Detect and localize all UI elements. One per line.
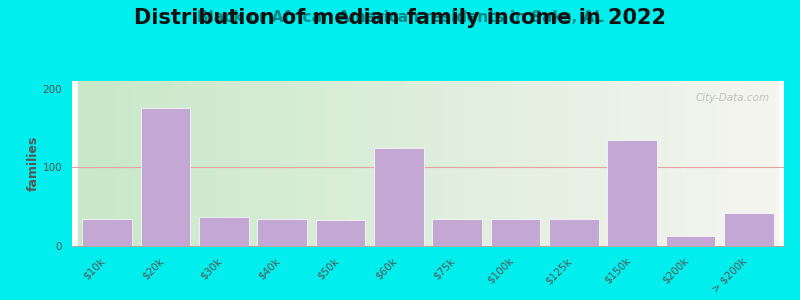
- Bar: [258, 218, 307, 246]
- Text: Black or African American residents in Saks, AL: Black or African American residents in S…: [197, 11, 603, 26]
- Bar: [549, 218, 598, 246]
- Bar: [490, 218, 540, 246]
- Bar: [374, 148, 424, 246]
- Text: Distribution of median family income in 2022: Distribution of median family income in …: [134, 8, 666, 28]
- Bar: [666, 236, 715, 246]
- Text: City-Data.com: City-Data.com: [696, 92, 770, 103]
- Y-axis label: families: families: [27, 136, 40, 191]
- Bar: [82, 218, 132, 246]
- Bar: [432, 218, 482, 246]
- Bar: [199, 217, 249, 246]
- Bar: [141, 109, 190, 246]
- Bar: [316, 220, 366, 246]
- Bar: [607, 140, 657, 246]
- Bar: [724, 213, 774, 246]
